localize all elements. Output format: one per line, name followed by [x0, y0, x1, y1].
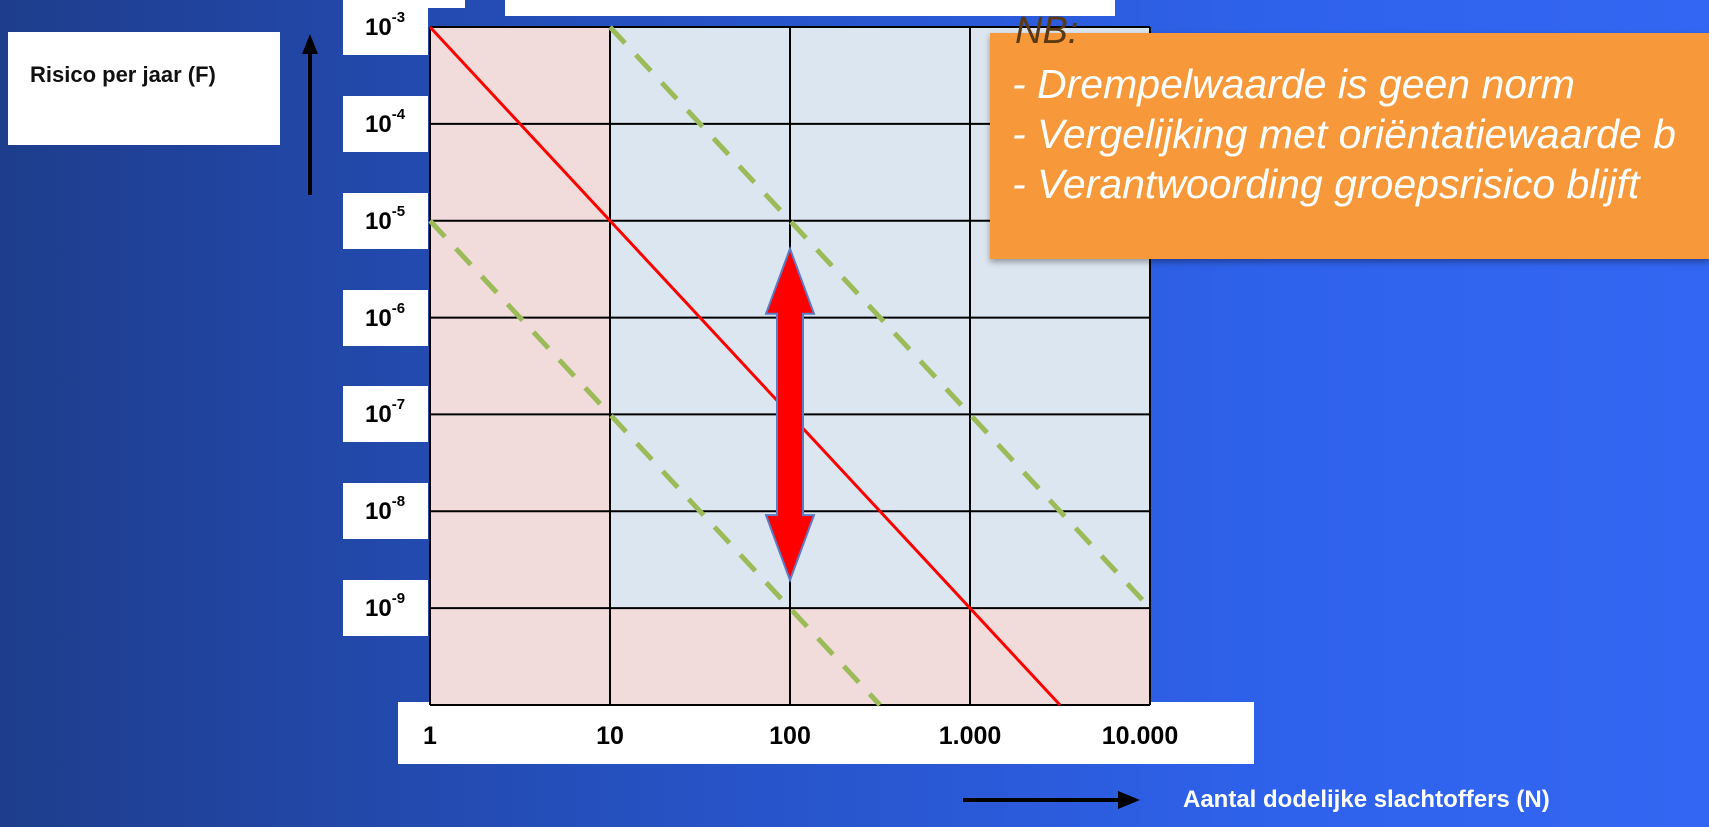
- y-tick-base: 10: [365, 14, 392, 41]
- y-tick-exponent: -7: [391, 396, 406, 414]
- note-heading: NB:: [1015, 10, 1079, 52]
- y-tick-box-6: [343, 580, 428, 637]
- note-line-2: - Vergelijking met oriëntatiewaarde b: [1012, 111, 1676, 157]
- y-tick-box-2: [343, 192, 428, 249]
- double-arrow-icon: [764, 245, 816, 584]
- x-axis-label: Aantal dodelijke slachtoffers (N): [1183, 786, 1550, 813]
- y-tick-base: 10: [365, 401, 392, 429]
- y-tick-label-1: 10-4: [365, 106, 405, 139]
- x-tick-label-1: 10: [596, 722, 624, 750]
- y-tick-base: 10: [365, 207, 392, 235]
- top-white-strip: [505, 0, 1115, 16]
- y-tick-exponent: -5: [391, 202, 406, 220]
- x-tick-label-box: [398, 702, 1254, 764]
- y-tick-exponent: -9: [391, 590, 406, 608]
- y-axis-label: Risico per jaar (F): [30, 62, 216, 87]
- y-tick-label-6: 10-9: [365, 590, 405, 623]
- y-tick-label-5: 10-8: [365, 493, 405, 526]
- y-tick-box-3: [343, 289, 428, 346]
- band-0: [430, 27, 610, 705]
- y-tick-label-2: 10-5: [365, 203, 405, 236]
- series-line-0: [428, 25, 1062, 707]
- y-tick-base: 10: [365, 304, 392, 332]
- y-tick-exponent: -6: [391, 299, 406, 317]
- y-tick-box-0: [343, 0, 428, 55]
- x-tick-label-3: 1.000: [938, 722, 1002, 750]
- y-tick-exponent: -8: [391, 493, 406, 511]
- x-tick-label-2: 100: [769, 722, 811, 750]
- note-line-3: - Verantwoording groepsrisico blijft: [1012, 161, 1640, 207]
- y-tick-base: 10: [365, 498, 392, 526]
- y-tick-base: 10: [365, 110, 392, 138]
- y-axis-arrow-icon: [302, 34, 318, 54]
- y-tick-base: 10: [365, 595, 392, 623]
- x-tick-label-0: 1: [423, 722, 437, 750]
- x-axis-arrow-icon: [1118, 791, 1140, 809]
- y-axis-label-box: [8, 32, 280, 145]
- series-line-2: [428, 218, 882, 707]
- note-line-1: - Drempelwaarde is geen norm: [1012, 61, 1575, 107]
- y-tick-label-0: 10-3: [365, 9, 405, 42]
- y-tick-box-1: [343, 95, 428, 152]
- series-line-1: [608, 25, 1152, 610]
- y-tick-exponent: -4: [391, 105, 406, 123]
- note-box: [990, 33, 1709, 259]
- y-tick-box-4: [343, 386, 428, 443]
- band-2: [610, 608, 1150, 705]
- y-tick-exponent: -3: [391, 9, 406, 26]
- y-tick-label-4: 10-7: [365, 396, 405, 429]
- y-tick-box-5: [343, 483, 428, 540]
- y-tick-label-3: 10-6: [365, 300, 405, 333]
- x-tick-label-4: 10.000: [1101, 722, 1179, 750]
